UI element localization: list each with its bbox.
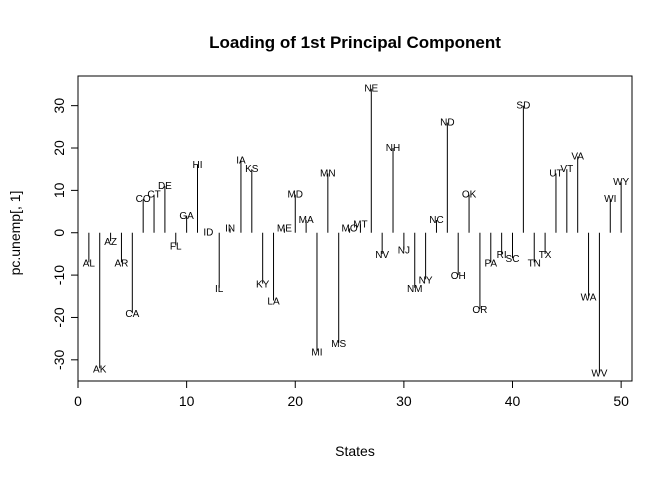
state-label-or: OR — [472, 305, 487, 316]
state-label-nv: NV — [375, 250, 389, 261]
state-label-wy: WY — [613, 177, 629, 188]
x-tick-label-0: 0 — [74, 393, 82, 409]
state-label-ok: OK — [462, 190, 477, 201]
state-label-sd: SD — [516, 101, 530, 112]
state-label-co: CO — [136, 194, 151, 205]
x-axis: 0 10 20 30 40 50 — [74, 380, 629, 409]
state-label-in: IN — [225, 224, 235, 235]
state-label-fl: FL — [170, 241, 182, 252]
state-label-ne: NE — [364, 84, 378, 95]
state-label-sc: SC — [506, 254, 520, 265]
y-tick-label--10: -10 — [51, 265, 67, 285]
state-label-nh: NH — [386, 143, 400, 154]
state-label-al: AL — [83, 258, 96, 269]
x-tick-label-30: 30 — [396, 393, 412, 409]
state-label-ar: AR — [114, 258, 128, 269]
loading-bars — [88, 88, 622, 373]
state-label-wi: WI — [604, 194, 616, 205]
y-axis: -30 -20 -10 0 10 20 30 — [51, 98, 79, 370]
x-tick-label-10: 10 — [179, 393, 195, 409]
state-label-id: ID — [203, 228, 213, 239]
state-label-mn: MN — [320, 168, 336, 179]
y-tick-label-0: 0 — [51, 229, 67, 237]
state-label-ak: AK — [93, 364, 107, 375]
y-tick-label-10: 10 — [51, 182, 67, 198]
y-tick-label--20: -20 — [51, 307, 67, 327]
state-label-vt: VT — [560, 164, 573, 175]
state-label-ms: MS — [331, 339, 346, 350]
state-label-ct: CT — [147, 190, 160, 201]
state-label-de: DE — [158, 181, 172, 192]
state-label-ky: KY — [256, 280, 270, 291]
state-label-md: MD — [287, 190, 303, 201]
state-label-az: AZ — [104, 237, 117, 248]
y-tick-label-20: 20 — [51, 140, 67, 156]
state-label-il: IL — [215, 284, 224, 295]
state-label-ri: RI — [497, 250, 507, 261]
x-axis-label: States — [335, 443, 375, 459]
state-label-nm: NM — [407, 284, 423, 295]
state-label-mt: MT — [353, 219, 367, 230]
state-label-ks: KS — [245, 164, 259, 175]
state-label-nc: NC — [429, 215, 443, 226]
x-tick-label-40: 40 — [505, 393, 521, 409]
state-label-va: VA — [571, 151, 584, 162]
state-label-me: ME — [277, 224, 292, 235]
state-label-wv: WV — [591, 369, 607, 380]
state-label-tx: TX — [539, 250, 552, 261]
y-tick-label-30: 30 — [51, 98, 67, 114]
state-label-pa: PA — [484, 258, 497, 269]
state-label-la: LA — [267, 297, 280, 308]
state-label-tn: TN — [528, 258, 541, 269]
state-label-ma: MA — [299, 215, 314, 226]
state-label-mo: MO — [342, 224, 358, 235]
state-label-ut: UT — [549, 168, 562, 179]
state-label-oh: OH — [451, 271, 466, 282]
chart-title: Loading of 1st Principal Component — [209, 33, 501, 52]
state-label-wa: WA — [581, 292, 597, 303]
state-label-ny: NY — [419, 275, 433, 286]
x-tick-label-50: 50 — [613, 393, 629, 409]
state-label-mi: MI — [311, 347, 322, 358]
state-label-ca: CA — [125, 309, 139, 320]
state-label-ia: IA — [236, 156, 246, 167]
y-tick-label--30: -30 — [51, 349, 67, 369]
y-axis-label: pc.unemp[, 1] — [7, 191, 23, 276]
state-label-nd: ND — [440, 118, 454, 129]
state-label-nj: NJ — [398, 246, 410, 257]
state-label-hi: HI — [192, 160, 202, 171]
x-tick-label-20: 20 — [287, 393, 303, 409]
state-label-ga: GA — [179, 211, 194, 222]
